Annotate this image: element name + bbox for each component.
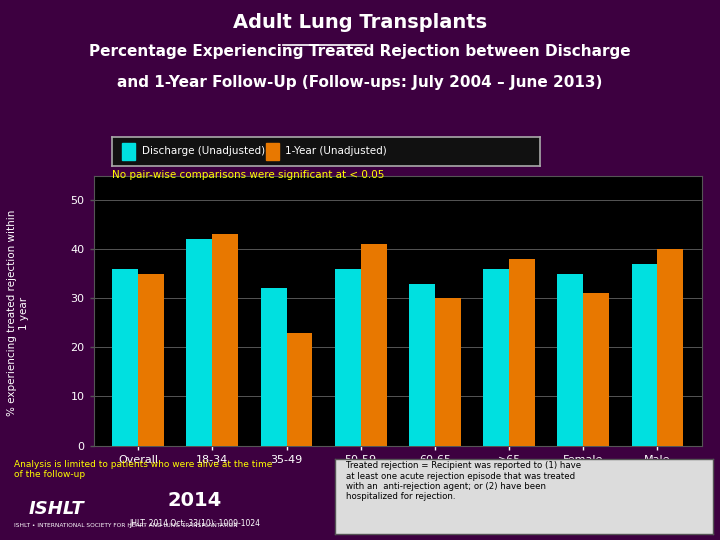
Text: JHLT. 2014 Oct; 33(10): 1009-1024: JHLT. 2014 Oct; 33(10): 1009-1024 — [129, 519, 260, 529]
Bar — [483, 269, 509, 446]
Text: No pair-wise comparisons were significant at < 0.05: No pair-wise comparisons were significan… — [112, 170, 384, 180]
Bar — [509, 259, 535, 446]
Bar — [657, 249, 683, 446]
Text: 2014: 2014 — [167, 491, 222, 510]
Bar — [266, 143, 279, 160]
Bar — [186, 239, 212, 446]
Text: Adult Lung Transplants: Adult Lung Transplants — [233, 14, 487, 32]
Text: ISHLT • INTERNATIONAL SOCIETY FOR HEART AND LUNG TRANSPLANTATION: ISHLT • INTERNATIONAL SOCIETY FOR HEART … — [14, 523, 238, 528]
Bar — [631, 264, 657, 446]
Bar — [287, 333, 312, 446]
Text: Analysis is limited to patients who were alive at the time
of the follow-up: Analysis is limited to patients who were… — [14, 460, 273, 480]
Bar — [557, 274, 583, 446]
Text: ISHLT: ISHLT — [29, 500, 84, 517]
Bar — [138, 274, 164, 446]
Bar — [112, 269, 138, 446]
Bar — [122, 143, 135, 160]
Bar — [361, 244, 387, 446]
Bar — [435, 298, 461, 446]
Text: % experiencing treated rejection within
1 year: % experiencing treated rejection within … — [7, 210, 29, 416]
Text: Treated rejection = Recipient was reported to (1) have
at least one acute reject: Treated rejection = Recipient was report… — [346, 461, 581, 502]
Text: and 1-Year Follow-Up (Follow-ups: July 2004 – June 2013): and 1-Year Follow-Up (Follow-ups: July 2… — [117, 75, 603, 90]
Text: 1-Year (Unadjusted): 1-Year (Unadjusted) — [285, 146, 387, 157]
Text: Percentage Experiencing Treated Rejection between Discharge: Percentage Experiencing Treated Rejectio… — [89, 44, 631, 59]
Bar — [335, 269, 361, 446]
Bar — [583, 293, 609, 446]
Bar — [212, 234, 238, 446]
Bar — [261, 288, 287, 446]
Bar — [409, 284, 435, 446]
Text: Discharge (Unadjusted): Discharge (Unadjusted) — [142, 146, 265, 157]
